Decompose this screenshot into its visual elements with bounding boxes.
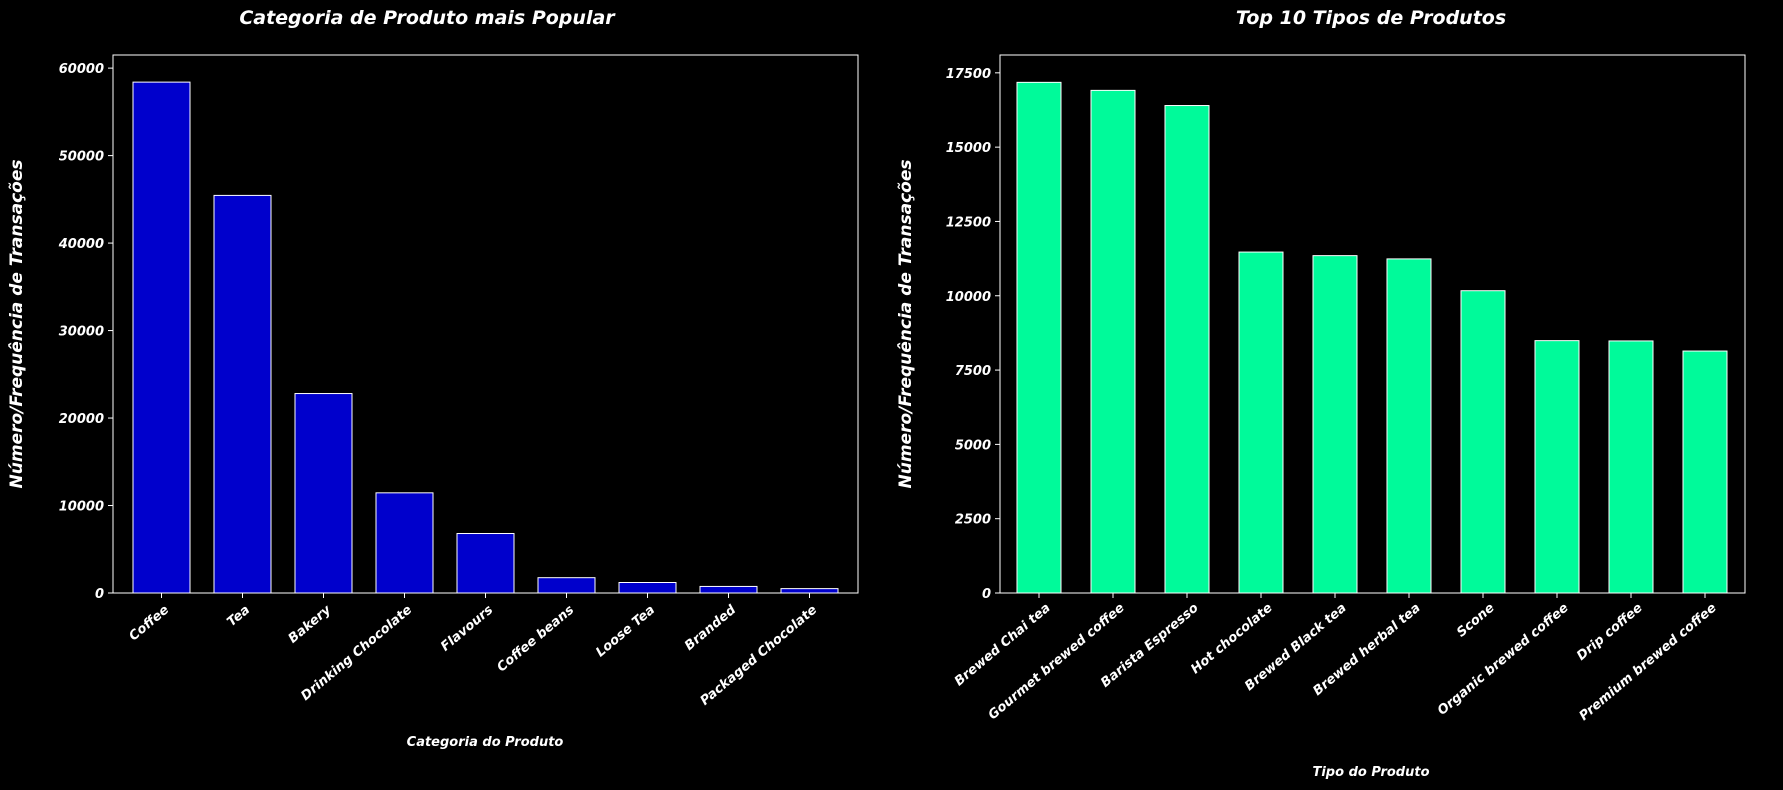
plot-frame	[999, 54, 1746, 594]
bar-brewed-black-tea	[1312, 255, 1358, 594]
chart-title: Categoria de Produto mais Popular	[239, 7, 616, 29]
bar-drinking-chocolate	[375, 492, 434, 594]
y-tick-label: 7500	[955, 364, 991, 379]
bar-organic-brewed-coffee	[1534, 340, 1580, 594]
bar-hot-chocolate	[1238, 251, 1284, 594]
x-axis-label: Categoria do Produto	[407, 735, 564, 750]
bar-bakery	[294, 393, 353, 594]
bar-packaged-chocolate	[780, 588, 839, 594]
x-tick-label: Drip coffee	[1574, 600, 1646, 663]
x-tick-label: Tea	[224, 603, 253, 630]
x-tick-label: Branded	[682, 602, 739, 654]
bar-tea	[213, 194, 272, 594]
bar-barista-espresso	[1164, 105, 1210, 594]
y-tick-label: 20000	[59, 412, 104, 427]
bar-brewed-chai-tea	[1016, 81, 1062, 594]
bar-premium-brewed-coffee	[1682, 350, 1728, 594]
chart-category: Categoria de Produto mais Popular Número…	[7, 7, 859, 750]
bar-brewed-herbal-tea	[1386, 258, 1432, 594]
x-tick-label: Gourmet brewed coffee	[986, 600, 1128, 723]
x-tick-label: Bakery	[286, 602, 335, 646]
bar-drip-coffee	[1608, 340, 1654, 594]
x-tick-label: Coffee beans	[494, 602, 577, 675]
bar-coffee	[132, 81, 191, 594]
y-tick-label: 10000	[59, 500, 104, 515]
bar-branded	[699, 585, 758, 594]
y-tick-label: 15000	[946, 141, 991, 156]
x-tick-label: Premium brewed coffee	[1577, 600, 1720, 723]
y-tick-label: 10000	[946, 290, 991, 305]
x-tick-label: Scone	[1454, 600, 1498, 640]
y-axis-label: Número/Frequência de Transações	[896, 159, 916, 488]
y-tick-label: 30000	[59, 325, 104, 340]
bar-flavours	[456, 533, 515, 594]
y-tick-label: 50000	[59, 150, 104, 165]
y-tick-label: 60000	[59, 62, 104, 77]
bar-scone	[1460, 290, 1506, 594]
y-tick-label: 40000	[58, 237, 104, 252]
x-tick-label: Flavours	[438, 602, 496, 654]
y-axis-ticks: 0 10000 20000 30000 40000 50000 60000	[58, 62, 113, 602]
x-tick-label: Loose Tea	[593, 603, 658, 661]
bar-coffee-beans	[537, 577, 596, 594]
y-tick-label: 5000	[955, 438, 991, 453]
y-tick-label: 0	[95, 587, 104, 602]
y-axis-ticks: 0 2500 5000 7500 10000 12500 15000 17500	[946, 67, 1000, 602]
y-axis-label: Número/Frequência de Transações	[7, 159, 27, 488]
x-tick-label: Organic brewed coffee	[1435, 600, 1572, 718]
bar-loose-tea	[618, 582, 677, 594]
bar-group	[1016, 81, 1728, 594]
y-tick-label: 0	[982, 587, 991, 602]
y-tick-label: 17500	[946, 67, 991, 82]
bar-gourmet-brewed-coffee	[1090, 89, 1136, 594]
y-tick-label: 12500	[946, 215, 991, 230]
chart-product-type: Top 10 Tipos de Produtos Número/Frequênc…	[896, 7, 1746, 780]
x-tick-label: Coffee	[126, 602, 172, 644]
y-tick-label: 2500	[955, 513, 991, 528]
chart-title: Top 10 Tipos de Produtos	[1236, 7, 1506, 29]
bar-group	[132, 81, 839, 594]
x-axis-label: Tipo do Produto	[1312, 765, 1429, 780]
